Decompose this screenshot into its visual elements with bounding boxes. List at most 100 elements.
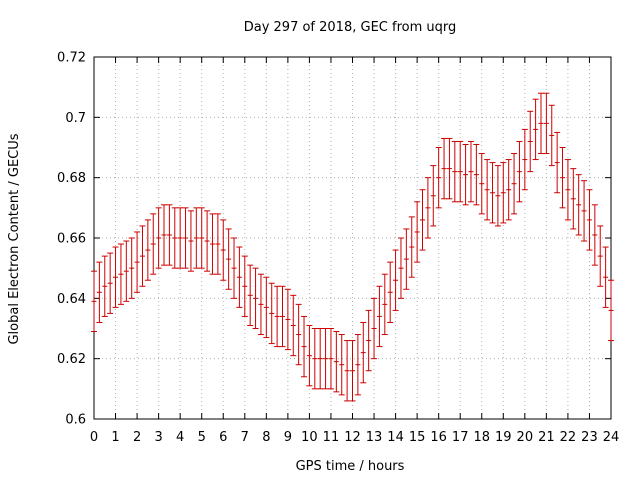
error-bar-point <box>403 228 410 290</box>
x-tick-label: 0 <box>90 430 98 445</box>
error-bar-point <box>322 328 329 390</box>
error-bar-point <box>327 328 334 390</box>
x-tick-label: 10 <box>301 430 318 445</box>
error-bar-point <box>500 162 507 224</box>
x-tick-label: 11 <box>323 430 340 445</box>
error-bar-point <box>527 110 534 173</box>
error-bar-point <box>446 137 453 200</box>
x-axis-label: GPS time / hours <box>296 459 405 474</box>
error-bar-point <box>247 264 254 326</box>
error-bar-point <box>597 225 604 287</box>
error-bar-point <box>575 174 582 236</box>
error-bar-point <box>581 180 588 242</box>
x-tick-label: 6 <box>219 430 227 445</box>
error-bar-point <box>161 204 168 266</box>
error-bar-point <box>435 147 442 209</box>
error-bar-point <box>521 128 528 191</box>
error-bar-point <box>96 261 103 323</box>
error-bar-point <box>144 219 151 281</box>
error-bar-point <box>117 243 124 305</box>
error-bar-point <box>360 321 367 384</box>
error-bar-point <box>494 165 501 227</box>
error-bar-point <box>284 288 291 351</box>
x-tick-label: 23 <box>581 430 598 445</box>
y-tick-label: 0.6 <box>65 413 86 428</box>
error-bar-point <box>290 294 297 357</box>
error-bar-point <box>171 207 178 269</box>
error-bar-point <box>591 204 598 266</box>
error-bar-point <box>311 328 318 390</box>
error-bar-point <box>537 92 544 155</box>
error-bar-point <box>107 252 114 314</box>
error-bar-point <box>241 255 248 317</box>
error-bar-point <box>397 237 404 299</box>
error-bar-point <box>430 165 437 227</box>
error-bar-point <box>236 246 243 308</box>
error-bar-point <box>424 177 431 239</box>
error-bar-point <box>387 261 394 323</box>
x-tick-label: 19 <box>495 430 512 445</box>
error-bar-point <box>602 246 609 308</box>
y-tick-label: 0.68 <box>57 171 86 186</box>
error-bar-point <box>505 159 512 221</box>
error-bar-point <box>150 213 157 275</box>
error-bar-point <box>532 98 539 161</box>
y-tick-label: 0.7 <box>65 111 86 126</box>
error-bar-point <box>371 297 378 360</box>
error-bar-point <box>473 143 480 206</box>
y-tick-label: 0.72 <box>57 51 86 66</box>
y-axis-label: Global Electron Content / GECUs <box>7 133 22 344</box>
error-bar-point <box>123 240 130 302</box>
axis-ticks: 0 1 2 3 4 5 6 7 8 9 10 11 12 13 14 15 16 17 18 19 20 21 22 23 24… <box>57 51 619 446</box>
error-bar-point <box>478 153 485 215</box>
error-bar-point <box>489 162 496 224</box>
x-tick-label: 5 <box>198 430 206 445</box>
error-bar-point <box>139 225 146 287</box>
x-tick-label: 7 <box>241 430 249 445</box>
y-tick-label: 0.64 <box>57 292 86 307</box>
error-bar-point <box>484 159 491 221</box>
error-bar-point <box>268 282 275 345</box>
error-bar-point <box>344 340 351 402</box>
error-bar-point <box>516 140 523 203</box>
error-bar-point <box>376 285 383 348</box>
error-bar-point <box>570 168 577 230</box>
error-bar-point <box>204 210 211 272</box>
error-bar-point <box>209 213 216 275</box>
error-bar-point <box>91 270 97 333</box>
error-bar-point <box>263 276 270 339</box>
x-tick-label: 14 <box>387 430 404 445</box>
x-tick-label: 24 <box>603 430 620 445</box>
x-tick-label: 12 <box>344 430 361 445</box>
error-bar-point <box>408 216 415 278</box>
x-tick-label: 13 <box>366 430 383 445</box>
x-tick-label: 20 <box>517 430 534 445</box>
error-bar-point <box>193 207 200 269</box>
error-bar-point <box>301 315 308 378</box>
error-bar-point <box>295 303 302 366</box>
x-tick-label: 16 <box>430 430 447 445</box>
error-bar-point <box>112 246 119 308</box>
error-bar-point <box>338 334 345 396</box>
error-bar-point <box>177 207 184 269</box>
error-bar-point <box>231 237 238 299</box>
error-bar-point <box>354 334 361 396</box>
error-bar-point <box>419 189 426 251</box>
error-bar-point <box>220 219 227 281</box>
data-series <box>91 92 614 402</box>
error-bar-point <box>128 237 135 299</box>
error-bar-point <box>166 204 173 266</box>
error-bar-point <box>559 147 566 209</box>
error-bar-point <box>414 201 421 263</box>
error-bar-point <box>214 213 221 275</box>
error-bar-point <box>462 143 469 206</box>
error-bar-point <box>365 309 372 372</box>
error-bar-point <box>564 159 571 221</box>
x-tick-label: 9 <box>284 430 292 445</box>
error-bar-point <box>187 210 194 272</box>
error-bar-point <box>543 92 550 155</box>
error-bar-point <box>225 228 232 290</box>
x-tick-label: 22 <box>560 430 577 445</box>
x-tick-label: 15 <box>409 430 426 445</box>
